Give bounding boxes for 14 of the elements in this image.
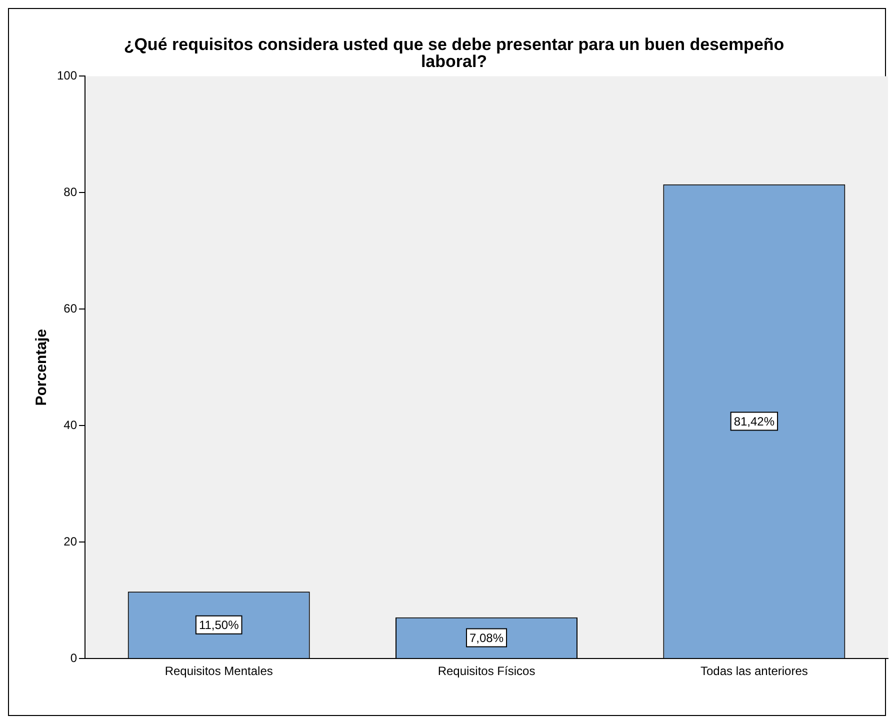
chart-title: ¿Qué requisitos considera usted que se debe presentar para un buen desempeño laboral? xyxy=(122,35,786,71)
y-tick-label: 20 xyxy=(64,534,78,548)
y-tick-label: 0 xyxy=(70,650,78,665)
x-tick-label: Requisitos Físicos xyxy=(438,664,536,678)
x-tick-label: Requisitos Mentales xyxy=(164,664,273,678)
y-tick-label: 40 xyxy=(64,418,78,432)
y-tick-label: 60 xyxy=(64,301,78,316)
y-axis-title: Porcentaje xyxy=(33,329,50,406)
data-label: 81,42% xyxy=(734,414,775,429)
y-tick-label: 100 xyxy=(56,68,78,83)
data-label: 7,08% xyxy=(469,631,504,646)
y-tick-label: 80 xyxy=(64,184,78,199)
data-label: 11,50% xyxy=(198,618,240,632)
x-tick-label: Todas las anteriores xyxy=(700,664,808,678)
